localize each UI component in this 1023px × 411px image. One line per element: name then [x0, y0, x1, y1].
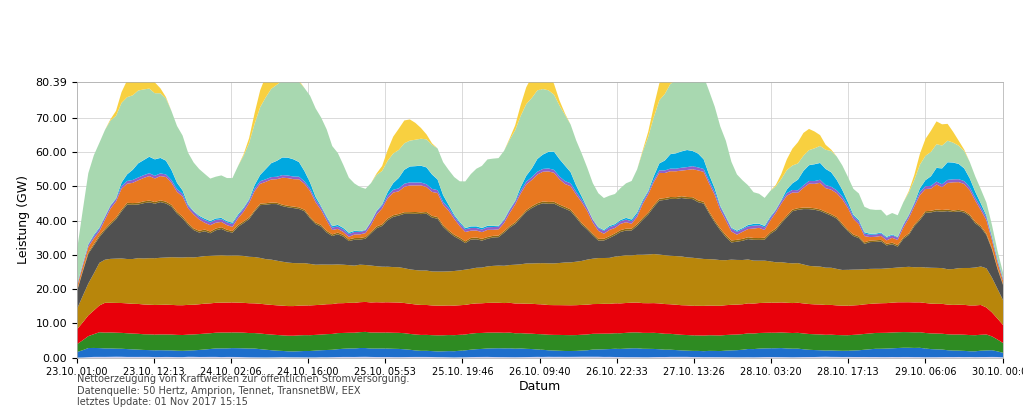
X-axis label: Datum: Datum — [519, 380, 561, 393]
Y-axis label: Leistung (GW): Leistung (GW) — [16, 175, 30, 264]
Text: Nettoerzeugung von Kraftwerken zur öffentlichen Stromversorgung.
Datenquelle: 50: Nettoerzeugung von Kraftwerken zur öffen… — [77, 374, 409, 407]
